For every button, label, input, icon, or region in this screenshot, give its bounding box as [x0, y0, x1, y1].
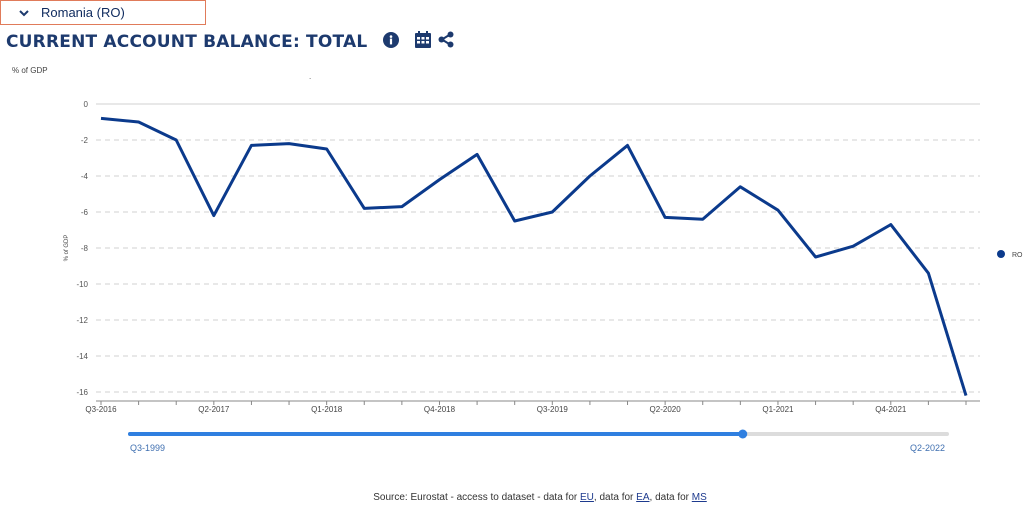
legend-label-ro: RO: [1012, 252, 1023, 259]
x-tick-label: Q1-2021: [762, 405, 794, 414]
slider-handle[interactable]: [738, 429, 748, 439]
line-chart: 0 -2 -4 -6 -8 -10 -12 -14 -16 % of GDP Q3-2016 Q2-2…: [64, 100, 1023, 439]
y-axis-title: % of GDP: [64, 235, 70, 262]
x-tick-label: Q2-2020: [650, 405, 682, 414]
header-mark: .: [309, 72, 312, 81]
x-tick-label: Q3-2019: [537, 405, 569, 414]
link-eu[interactable]: EU: [580, 492, 594, 503]
y-tick-label: -12: [76, 316, 88, 325]
country-select-label: Romania (RO): [41, 5, 125, 20]
country-select[interactable]: Romania (RO): [0, 0, 206, 25]
y-tick-label: -2: [81, 136, 89, 145]
y-tick-label: -8: [81, 244, 89, 253]
x-tick-label: Q4-2021: [875, 405, 907, 414]
share-icon[interactable]: [438, 31, 454, 53]
x-tick-label: Q4-2018: [424, 405, 456, 414]
x-tick-label: Q1-2018: [311, 405, 343, 414]
link-ms[interactable]: MS: [691, 492, 707, 503]
calendar-icon[interactable]: [415, 31, 432, 53]
slider-end-label: Q2-2022: [910, 443, 946, 453]
source-note: Source: Eurostat - access to dataset - d…: [0, 492, 1024, 503]
y-tick-label: -6: [81, 208, 89, 217]
y-tick-label: 0: [84, 100, 89, 109]
source-sep-2: , data for: [649, 492, 692, 503]
link-ea[interactable]: EA: [636, 492, 650, 503]
x-tick-label: Q3-2016: [85, 405, 117, 414]
y-tick-label: -16: [76, 388, 88, 397]
source-prefix: Source: Eurostat - access to dataset - d…: [373, 492, 581, 503]
chart-title: CURRENT ACCOUNT BALANCE: TOTAL: [6, 32, 368, 52]
series-line-ro: [100, 116, 968, 397]
info-icon[interactable]: [383, 31, 400, 53]
x-tick-label: Q2-2017: [198, 405, 230, 414]
y-tick-label: -10: [76, 280, 88, 289]
chevron-down-icon: [19, 9, 29, 16]
y-tick-label: -14: [76, 352, 88, 361]
slider-start-label: Q3-1999: [130, 443, 166, 453]
source-sep-1: , data for: [593, 492, 637, 503]
y-tick-label: -4: [81, 172, 89, 181]
unit-label: % of GDP: [12, 66, 48, 75]
legend-marker-ro: [997, 250, 1005, 258]
